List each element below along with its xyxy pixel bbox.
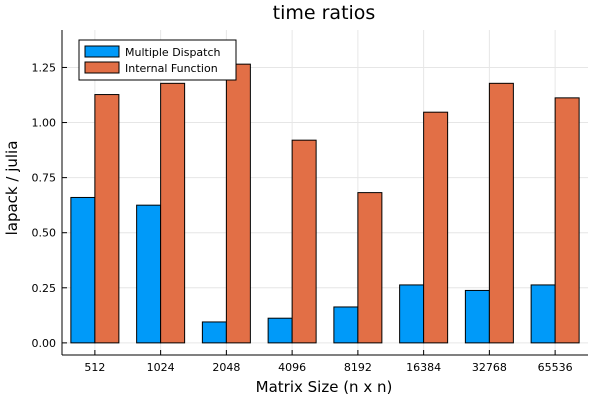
bar-multiple-dispatch xyxy=(399,284,425,344)
bar-internal-function xyxy=(225,63,251,344)
x-tick-label: 2048 xyxy=(212,361,240,374)
x-axis-label: Matrix Size (n x n) xyxy=(256,378,393,396)
bar-internal-function xyxy=(554,97,580,344)
bar-multiple-dispatch xyxy=(333,306,359,344)
bar-multiple-dispatch xyxy=(136,204,162,344)
x-tick-label: 512 xyxy=(84,361,105,374)
legend-label-internal-function: Internal Function xyxy=(125,62,218,75)
x-tick-label: 16384 xyxy=(406,361,441,374)
x-tick-label: 65536 xyxy=(538,361,573,374)
y-axis-label: lapack / julia xyxy=(3,141,21,236)
y-tick-label: 1.25 xyxy=(32,61,57,74)
axes-layer xyxy=(61,30,588,356)
y-tick-label: 0.75 xyxy=(32,172,57,185)
ticks-layer: 0.00 0.25 0.50 0.75 1.00 1.25 512 1024 2048 4096 8… xyxy=(32,61,573,374)
bar-multiple-dispatch xyxy=(530,284,556,344)
y-tick-label: 0.25 xyxy=(32,282,57,295)
bar-internal-function xyxy=(423,111,449,344)
legend-label-multiple-dispatch: Multiple Dispatch xyxy=(125,46,221,59)
y-tick-label: 0.50 xyxy=(32,227,57,240)
bar-multiple-dispatch xyxy=(267,317,293,344)
legend-swatch-multiple-dispatch xyxy=(84,45,120,58)
chart-title: time ratios xyxy=(273,2,376,24)
bar-internal-function xyxy=(94,94,120,344)
legend-swatch-internal-function xyxy=(84,61,120,74)
bar-internal-function xyxy=(291,139,317,344)
y-tick-label: 0.00 xyxy=(32,337,57,350)
bar-multiple-dispatch xyxy=(201,321,227,344)
bar-multiple-dispatch xyxy=(464,289,490,344)
x-tick-label: 32768 xyxy=(472,361,507,374)
x-tick-label: 4096 xyxy=(278,361,306,374)
bars-layer xyxy=(70,63,580,344)
legend: Multiple Dispatch Internal Function xyxy=(78,39,237,81)
y-tick-label: 1.00 xyxy=(32,117,57,130)
bar-internal-function xyxy=(357,192,383,344)
x-tick-label: 1024 xyxy=(147,361,175,374)
bar-internal-function xyxy=(160,82,186,344)
bar-internal-function xyxy=(488,82,514,344)
x-tick-label: 8192 xyxy=(344,361,372,374)
bar-multiple-dispatch xyxy=(70,196,96,344)
